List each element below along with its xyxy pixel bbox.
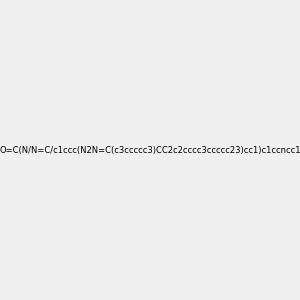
Text: O=C(N/N=C/c1ccc(N2N=C(c3ccccc3)CC2c2cccc3ccccc23)cc1)c1ccncc1: O=C(N/N=C/c1ccc(N2N=C(c3ccccc3)CC2c2cccc… bbox=[0, 146, 300, 154]
